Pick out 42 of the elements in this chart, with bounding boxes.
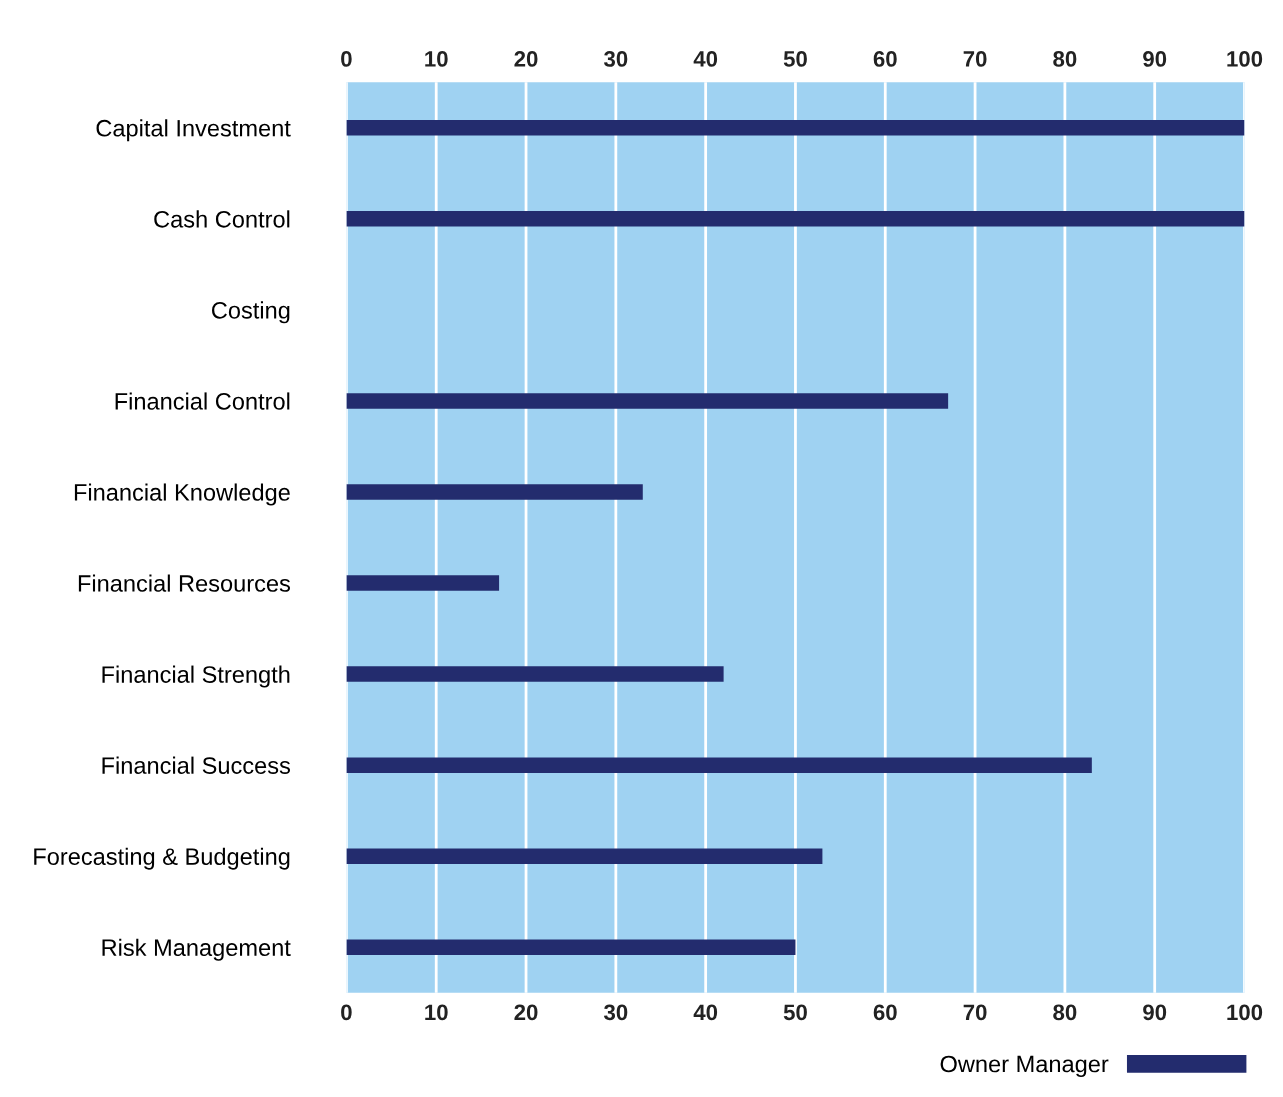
- x2-tick-label: 100: [1227, 51, 1263, 67]
- y-tick-label: Financial Control: [115, 392, 290, 410]
- y-tick-label: Costing: [212, 301, 290, 324]
- x2-tick-label: 10: [425, 51, 448, 67]
- bar: [346, 393, 949, 409]
- x-tick-label: 80: [1053, 1004, 1077, 1021]
- x-tick-label: 70: [963, 1004, 987, 1021]
- bar: [346, 666, 724, 682]
- bar: [346, 757, 1092, 773]
- x-tick-label: 60: [873, 1004, 897, 1021]
- x2-tick-label: 20: [514, 51, 538, 67]
- x2-tick-label: 40: [693, 51, 718, 67]
- y-tick-label: Financial Success: [102, 756, 291, 774]
- x-tick-label: 100: [1227, 1004, 1263, 1021]
- y-tick-label: Forecasting & Budgeting: [34, 847, 290, 870]
- x-tick-label: 30: [603, 1004, 628, 1021]
- y-tick-label: Capital Investment: [96, 119, 291, 142]
- x2-tick-label: 0: [341, 51, 352, 67]
- x2-tick-label: 30: [603, 51, 628, 67]
- x-tick-label: 0: [341, 1004, 352, 1021]
- y-tick-label: Financial Knowledge: [74, 483, 290, 506]
- bar: [346, 939, 796, 955]
- y-tick-label: Cash Control: [154, 210, 290, 228]
- bar: [346, 120, 1245, 136]
- x2-tick-label: 60: [873, 51, 897, 67]
- x-tick-label: 50: [783, 1004, 807, 1021]
- y-tick-label: Financial Strength: [102, 665, 290, 688]
- bar: [346, 848, 823, 864]
- x-tick-label: 20: [514, 1004, 538, 1021]
- y-tick-label: Financial Resources: [78, 574, 291, 592]
- bar: [346, 211, 1245, 227]
- x2-tick-label: 80: [1053, 51, 1077, 67]
- x-tick-label: 10: [425, 1004, 448, 1021]
- x2-tick-label: 50: [783, 51, 807, 67]
- bar: [346, 575, 500, 591]
- legend-label: Owner Manager: [940, 1055, 1109, 1078]
- x2-tick-label: 70: [963, 51, 987, 67]
- x-tick-label: 40: [693, 1004, 718, 1021]
- y-tick-label: Risk Management: [102, 938, 291, 961]
- x-tick-label: 90: [1143, 1004, 1167, 1021]
- bar: [346, 484, 643, 500]
- x2-tick-label: 90: [1143, 51, 1167, 67]
